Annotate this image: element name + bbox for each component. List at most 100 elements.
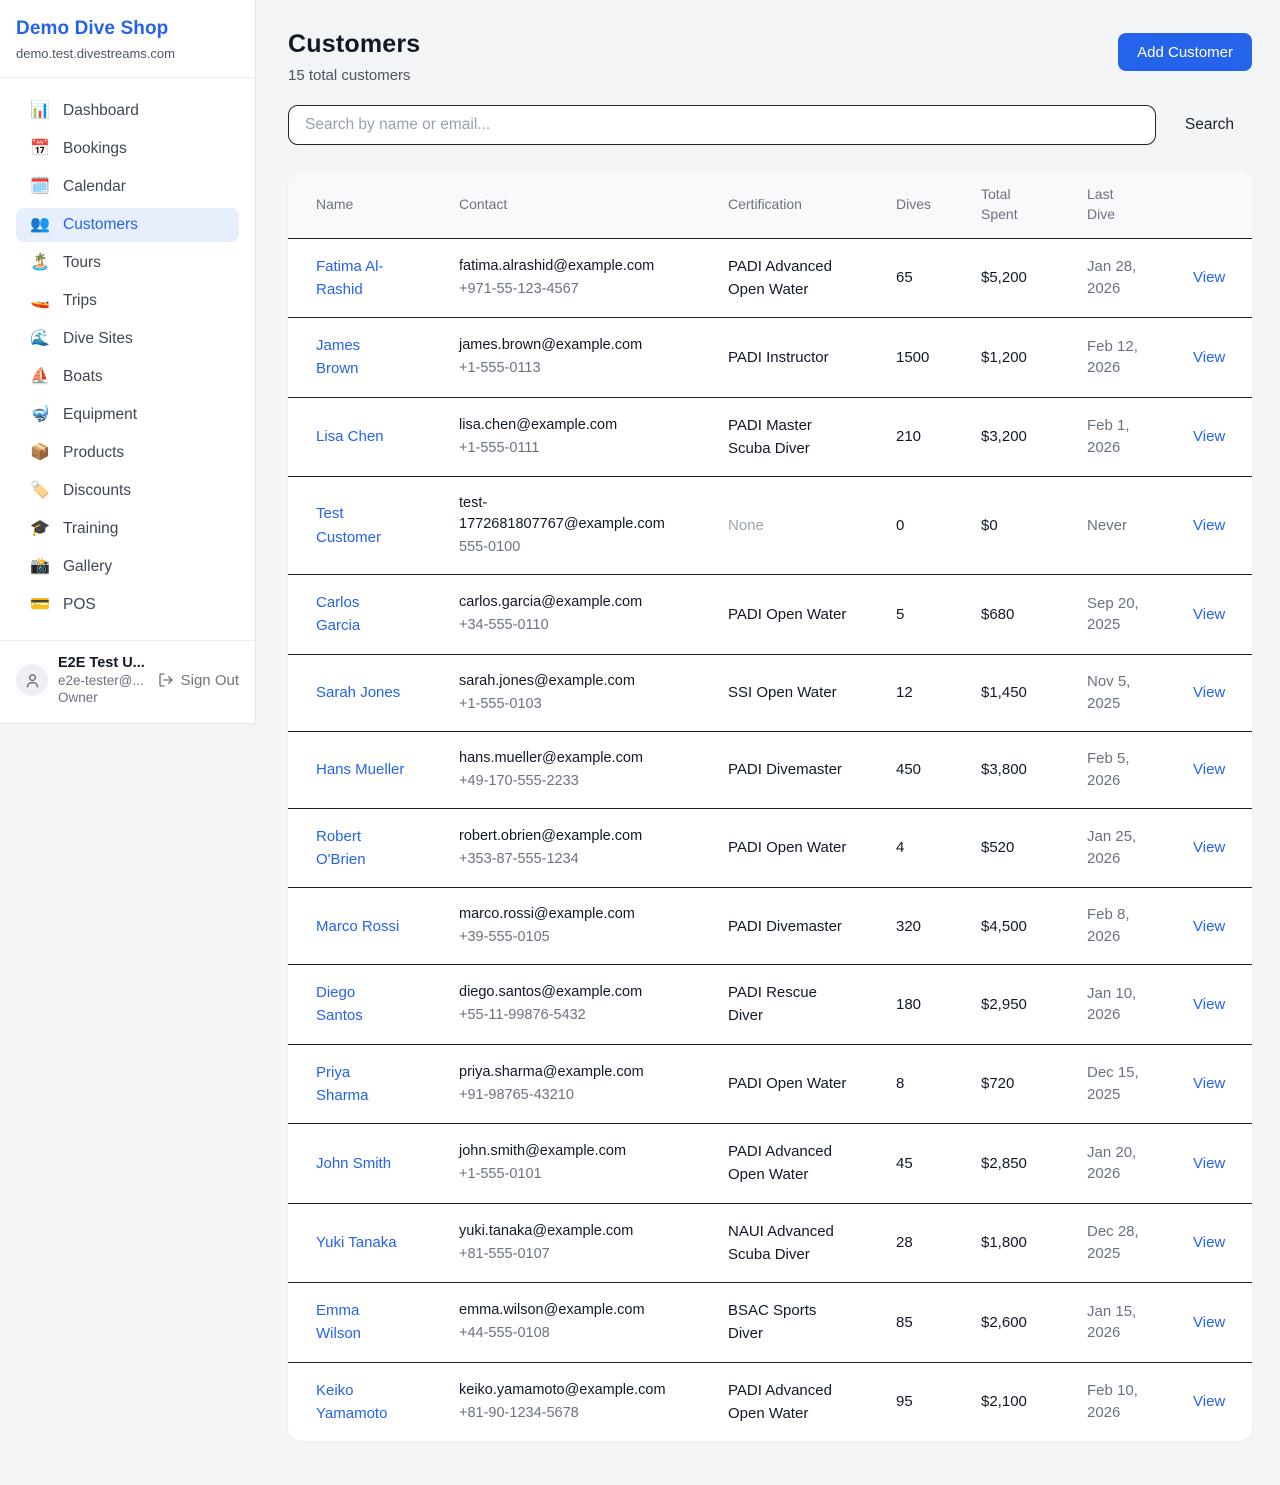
customer-dives: 5: [896, 574, 981, 655]
sidebar-item-equipment[interactable]: 🤿 Equipment: [16, 398, 239, 432]
view-link[interactable]: View: [1193, 995, 1226, 1013]
view-link[interactable]: View: [1193, 605, 1226, 623]
customer-total-spent: $4,500: [981, 887, 1087, 965]
customer-name-link[interactable]: John Smith: [316, 1154, 392, 1172]
user-email: e2e-tester@...: [58, 673, 144, 688]
view-link[interactable]: View: [1193, 684, 1226, 702]
discounts-icon: 🏷️: [30, 482, 50, 499]
customer-total-spent: $1,800: [981, 1202, 1087, 1283]
customer-certification: PADI Divemaster: [728, 761, 842, 779]
customer-name-link[interactable]: Fatima Al-Rashid: [316, 257, 384, 298]
view-link[interactable]: View: [1193, 761, 1226, 779]
view-link[interactable]: View: [1193, 1393, 1226, 1411]
customer-last-dive: Feb 10, 2026: [1087, 1382, 1138, 1421]
sidebar-item-bookings[interactable]: 📅 Bookings: [16, 132, 239, 166]
customer-name-link[interactable]: Test Customer: [316, 505, 382, 546]
column-header-total-spent: Total Spent: [981, 171, 1087, 239]
tours-icon: 🏝️: [30, 254, 50, 271]
calendar-icon: 🗓️: [30, 178, 50, 195]
view-link[interactable]: View: [1193, 517, 1226, 535]
sidebar-item-trips[interactable]: 🚤 Trips: [16, 284, 239, 318]
view-link[interactable]: View: [1193, 1234, 1226, 1252]
customer-dives: 65: [896, 269, 913, 287]
customer-name-link[interactable]: Sarah Jones: [316, 684, 401, 702]
sidebar-item-label: Tours: [63, 254, 101, 271]
view-link[interactable]: View: [1193, 1154, 1226, 1172]
customer-total-spent: $1,450: [981, 653, 1087, 732]
sidebar-item-label: Calendar: [63, 178, 126, 195]
user-role: Owner: [58, 690, 98, 705]
sidebar-item-label: Gallery: [63, 558, 113, 575]
table-row: John Smith john.smith@example.com +1-555…: [288, 1123, 1252, 1204]
sign-out-button[interactable]: Sign Out: [156, 672, 241, 689]
customer-email: carlos.garcia@example.com: [459, 594, 643, 611]
customer-name-link[interactable]: Priya Sharma: [316, 1063, 369, 1104]
customer-name-link[interactable]: Diego Santos: [316, 984, 363, 1025]
table-row: Hans Mueller hans.mueller@example.com +4…: [288, 730, 1252, 809]
search-button[interactable]: Search: [1183, 112, 1236, 138]
customer-certification: SSI Open Water: [728, 684, 837, 702]
customer-name-link[interactable]: Lisa Chen: [316, 428, 384, 446]
view-link[interactable]: View: [1193, 1075, 1226, 1093]
table-row: Marco Rossi marco.rossi@example.com +39-…: [288, 887, 1252, 965]
sidebar-item-dive-sites[interactable]: 🌊 Dive Sites: [16, 322, 239, 356]
table-row: Emma Wilson emma.wilson@example.com +44-…: [288, 1282, 1252, 1363]
column-header-contact: Contact: [459, 171, 728, 239]
view-link[interactable]: View: [1193, 1313, 1226, 1331]
view-link[interactable]: View: [1193, 428, 1226, 446]
customer-last-dive: Feb 5, 2026: [1087, 749, 1130, 789]
customer-dives: 28: [896, 1202, 981, 1283]
customer-name-link[interactable]: Yuki Tanaka: [316, 1234, 397, 1252]
customer-certification: None: [728, 516, 764, 534]
customer-name-link[interactable]: Marco Rossi: [316, 917, 400, 935]
customer-last-dive: Jan 20, 2026: [1087, 1143, 1137, 1183]
customer-phone: +353-87-555-1234: [459, 850, 579, 867]
sidebar-item-boats[interactable]: ⛵ Boats: [16, 360, 239, 394]
person-icon: [26, 673, 38, 688]
customer-name-link[interactable]: Keiko Yamamoto: [316, 1381, 388, 1422]
customer-phone: +34-555-0110: [459, 617, 549, 634]
table-row: Test Customer test-1772681807767@example…: [288, 476, 1252, 575]
search-row: Search: [288, 105, 1252, 145]
customer-phone: +55-11-99876-5432: [459, 1007, 586, 1024]
customer-phone: +39-555-0105: [459, 929, 550, 946]
view-link[interactable]: View: [1193, 839, 1226, 857]
view-link[interactable]: View: [1193, 269, 1226, 287]
customer-name-link[interactable]: Carlos Garcia: [316, 594, 361, 635]
sidebar-item-discounts[interactable]: 🏷️ Discounts: [16, 474, 239, 508]
customers-table: Name Contact Certification Dives Total Spent…: [288, 171, 1252, 1442]
view-link[interactable]: View: [1193, 348, 1226, 366]
customer-name-link[interactable]: Emma Wilson: [316, 1302, 362, 1343]
sidebar-item-products[interactable]: 📦 Products: [16, 436, 239, 470]
table-row: Priya Sharma priya.sharma@example.com +9…: [288, 1043, 1252, 1124]
table-header-row: Name Contact Certification Dives Total Spent…: [288, 171, 1252, 239]
customer-name-link[interactable]: James Brown: [316, 337, 361, 378]
customer-name-link[interactable]: Hans Mueller: [316, 761, 405, 779]
sidebar-item-gallery[interactable]: 📸 Gallery: [16, 550, 239, 584]
user-name: E2E Test U...: [58, 655, 145, 671]
sidebar-item-tours[interactable]: 🏝️ Tours: [16, 246, 239, 280]
customer-phone: +81-555-0107: [459, 1245, 550, 1262]
sidebar-item-training[interactable]: 🎓 Training: [16, 512, 239, 546]
customer-last-dive: Feb 8, 2026: [1087, 906, 1130, 946]
customer-total-spent: $520: [981, 807, 1087, 888]
view-link[interactable]: View: [1193, 917, 1226, 935]
search-input[interactable]: [288, 105, 1156, 145]
sidebar-item-label: Products: [63, 444, 125, 461]
customer-last-dive: Dec 15, 2025: [1087, 1064, 1139, 1103]
customer-certification: PADI Master Scuba Diver: [728, 416, 812, 457]
app-root: Demo Dive Shop demo.test.divestreams.com…: [0, 0, 1252, 1442]
dashboard-icon: 📊: [30, 102, 50, 119]
column-header-certification: Certification: [728, 171, 896, 239]
customer-name-link[interactable]: Robert O'Brien: [316, 827, 366, 868]
sidebar-item-customers[interactable]: 👥 Customers: [16, 208, 239, 242]
sidebar-item-pos[interactable]: 💳 POS: [16, 588, 239, 622]
sidebar-item-calendar[interactable]: 🗓️ Calendar: [16, 170, 239, 204]
page-header: Customers 15 total customers Add Custome…: [288, 30, 1252, 84]
customer-last-dive: Sep 20, 2025: [1087, 594, 1139, 634]
products-icon: 📦: [30, 444, 50, 461]
sidebar-item-dashboard[interactable]: 📊 Dashboard: [16, 94, 239, 128]
customer-phone: +1-555-0101: [459, 1166, 542, 1183]
user-avatar: [16, 664, 48, 696]
add-customer-button[interactable]: Add Customer: [1118, 33, 1252, 71]
